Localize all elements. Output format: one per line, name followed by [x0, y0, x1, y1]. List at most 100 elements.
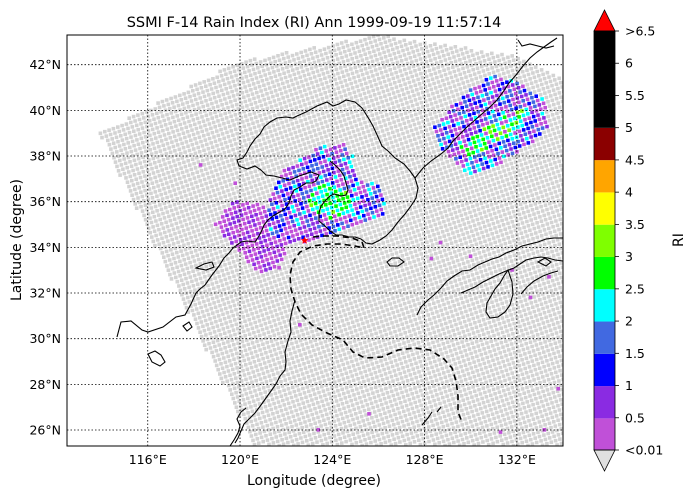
swath-pixel: [335, 125, 340, 130]
swath-pixel: [125, 165, 129, 170]
swath-pixel: [341, 45, 346, 50]
swath-pixel: [285, 163, 289, 167]
swath-pixel: [373, 39, 377, 43]
swath-pixel: [262, 361, 267, 365]
swath-pixel: [257, 70, 262, 74]
swath-pixel: [184, 208, 188, 213]
swath-pixel: [312, 309, 317, 313]
swath-pixel: [232, 303, 237, 308]
swath-pixel: [373, 370, 378, 375]
swath-pixel: [470, 273, 475, 277]
swath-pixel: [143, 203, 148, 207]
swath-pixel: [355, 99, 360, 103]
swath-pixel: [218, 181, 223, 186]
swath-pixel: [380, 129, 385, 133]
swath-pixel: [211, 325, 215, 330]
swath-pixel: [412, 410, 416, 415]
swath-pixel: [168, 218, 173, 223]
swath-pixel: [243, 197, 248, 201]
swath-pixel: [279, 91, 284, 96]
swath-pixel: [422, 314, 426, 319]
swath-pixel: [297, 129, 302, 133]
swath-pixel: [317, 59, 321, 63]
swath-pixel: [237, 399, 241, 404]
swath-pixel: [266, 399, 271, 403]
swath-pixel: [265, 409, 269, 413]
swath-pixel: [122, 142, 126, 147]
swath-pixel: [397, 79, 401, 83]
swath-pixel: [438, 196, 443, 201]
swath-pixel: [132, 143, 136, 148]
swath-pixel: [326, 280, 331, 284]
swath-pixel: [190, 128, 194, 132]
swath-pixel: [379, 359, 383, 363]
swath-pixel: [292, 375, 296, 379]
swath-pixel: [441, 424, 446, 429]
swath-pixel: [336, 86, 340, 90]
swath-pixel: [333, 341, 338, 345]
swath-pixel: [234, 156, 238, 161]
swath-pixel: [280, 369, 285, 374]
swath-pixel: [181, 145, 186, 150]
swath-pixel: [375, 306, 379, 311]
swath-pixel: [393, 412, 397, 417]
swath-pixel: [493, 406, 498, 411]
swath-pixel: [319, 341, 323, 345]
swath-pixel: [317, 376, 321, 380]
swath-pixel: [332, 87, 336, 92]
swath-pixel: [457, 443, 462, 446]
swath-pixel: [336, 237, 340, 242]
swath-pixel: [268, 183, 272, 188]
swath-pixel: [439, 171, 444, 176]
swath-pixel: [149, 191, 153, 196]
swath-pixel: [303, 103, 307, 107]
swath-pixel: [363, 286, 367, 291]
swath-pixel: [255, 271, 259, 275]
swath-pixel: [481, 303, 486, 307]
swath-pixel: [238, 374, 242, 379]
swath-pixel: [112, 155, 116, 160]
swath-pixel: [289, 244, 294, 248]
swath-pixel: [361, 87, 365, 91]
swath-pixel: [237, 302, 241, 306]
swath-pixel: [467, 430, 472, 434]
swath-pixel: [207, 288, 212, 292]
swath-pixel: [503, 407, 508, 412]
swath-pixel: [432, 345, 437, 349]
swath-pixel: [428, 249, 432, 253]
swath-pixel: [426, 381, 430, 386]
swath-pixel: [345, 429, 350, 434]
swath-pixel: [379, 305, 384, 309]
swath-pixel: [166, 102, 171, 107]
swath-pixel: [417, 287, 421, 291]
swath-pixel: [414, 361, 418, 365]
swath-pixel: [315, 69, 320, 73]
swath-pixel: [408, 290, 413, 294]
swath-pixel: [231, 79, 236, 84]
swath-pixel: [353, 329, 358, 333]
swath-pixel: [419, 335, 424, 339]
swath-pixel: [205, 157, 209, 161]
swath-pixel: [245, 421, 249, 425]
swath-pixel: [239, 379, 244, 383]
swath-pixel: [170, 237, 174, 242]
swath-pixel: [227, 276, 232, 280]
swath-pixel: [423, 167, 428, 172]
swath-pixel: [320, 384, 324, 389]
swath-pixel: [305, 136, 309, 140]
swath-pixel: [288, 308, 292, 312]
swath-pixel: [364, 276, 369, 281]
swath-pixel: [292, 253, 297, 257]
swath-pixel: [379, 427, 383, 432]
swath-pixel: [201, 173, 205, 177]
swath-pixel: [389, 223, 394, 228]
swath-pixel: [219, 156, 224, 161]
swath-pixel: [245, 367, 250, 371]
swath-pixel: [427, 273, 431, 278]
swath-pixel: [313, 367, 318, 372]
swath-pixel: [439, 323, 444, 327]
swath-pixel: [243, 280, 248, 284]
swath-pixel: [227, 344, 232, 348]
swath-pixel: [214, 168, 218, 173]
swath-pixel: [272, 113, 277, 118]
